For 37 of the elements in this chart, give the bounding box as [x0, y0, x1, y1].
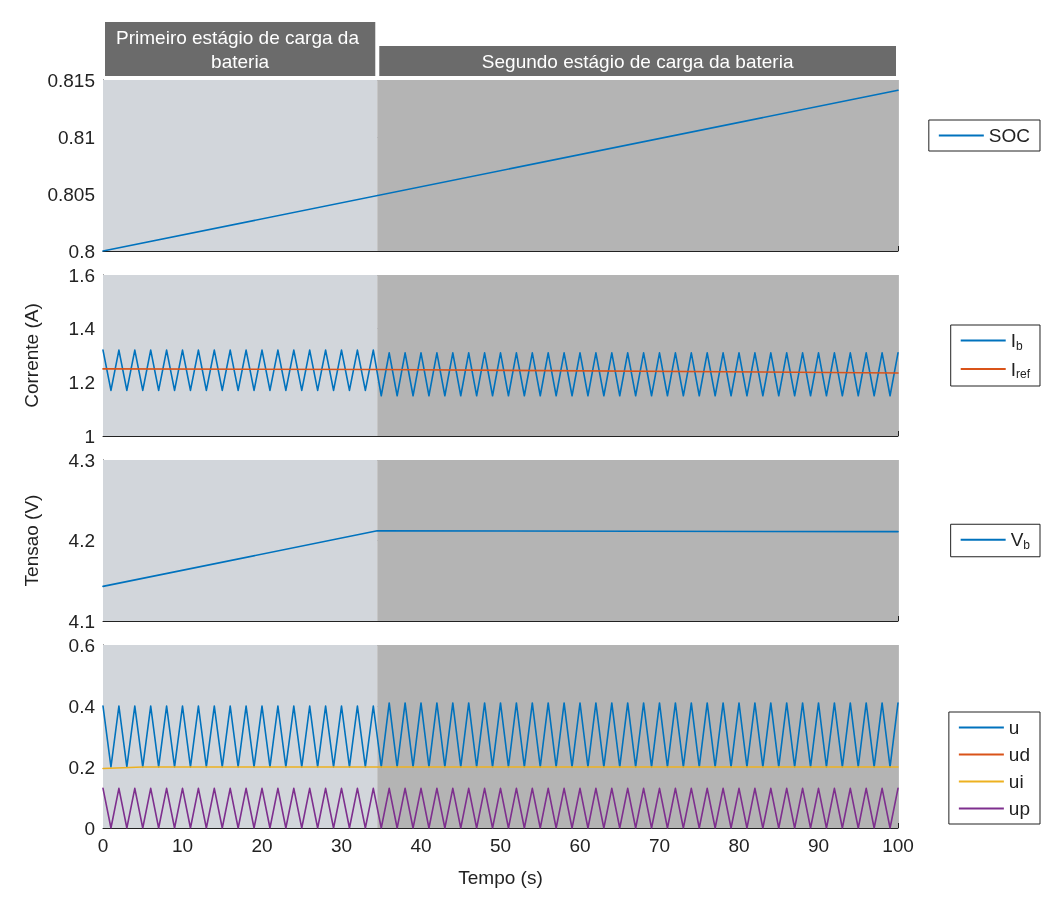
- y-tick-label: 0.6: [68, 634, 95, 656]
- x-axis-title: Tempo (s): [458, 867, 543, 888]
- y-tick-label: 0.8: [68, 240, 95, 262]
- y-tick-label: 1.4: [68, 318, 96, 340]
- legend-label: u: [1008, 717, 1020, 738]
- y-axis-title: Tensao (V): [21, 494, 42, 587]
- y-tick-label: 4.3: [68, 449, 95, 471]
- legend-label: up: [1008, 798, 1031, 819]
- y-tick-label: 0.2: [68, 756, 95, 778]
- y-tick-label: 4.2: [68, 530, 95, 551]
- legend-label: ui: [1008, 771, 1024, 792]
- x-tick-label: 70: [648, 835, 671, 856]
- legend-label: SOC: [988, 125, 1031, 146]
- x-tick-label: 30: [330, 835, 353, 856]
- band-label: Primeiro estágio de carga da bateria: [116, 26, 365, 72]
- y-tick-label: 4.1: [68, 610, 95, 632]
- legend-label: ud: [1008, 744, 1031, 765]
- x-tick-label: 50: [489, 835, 512, 856]
- band-label: Segundo estágio de carga da bateria: [481, 50, 794, 72]
- x-tick-label: 60: [569, 835, 591, 856]
- y-axis-title: Corrente (A): [21, 303, 42, 408]
- line-series: [102, 349, 899, 397]
- y-tick-label: 0.81: [58, 126, 95, 148]
- x-tick-label: 10: [171, 835, 194, 856]
- y-tick-label: 1.6: [68, 264, 95, 286]
- y-tick-label: 0.805: [47, 183, 95, 205]
- x-tick-label: 40: [410, 835, 432, 856]
- y-tick-label: 0.815: [47, 69, 95, 91]
- y-tick-label: 1: [84, 425, 95, 447]
- x-tick-label: 0: [97, 835, 109, 856]
- y-tick-label: 1.2: [68, 371, 95, 393]
- x-tick-label: 90: [807, 835, 830, 856]
- x-tick-label: 80: [728, 835, 750, 856]
- x-tick-label: 20: [251, 835, 273, 856]
- x-tick-label: 100: [882, 835, 914, 856]
- y-tick-label: 0: [84, 817, 95, 839]
- y-tick-label: 0.4: [68, 695, 96, 717]
